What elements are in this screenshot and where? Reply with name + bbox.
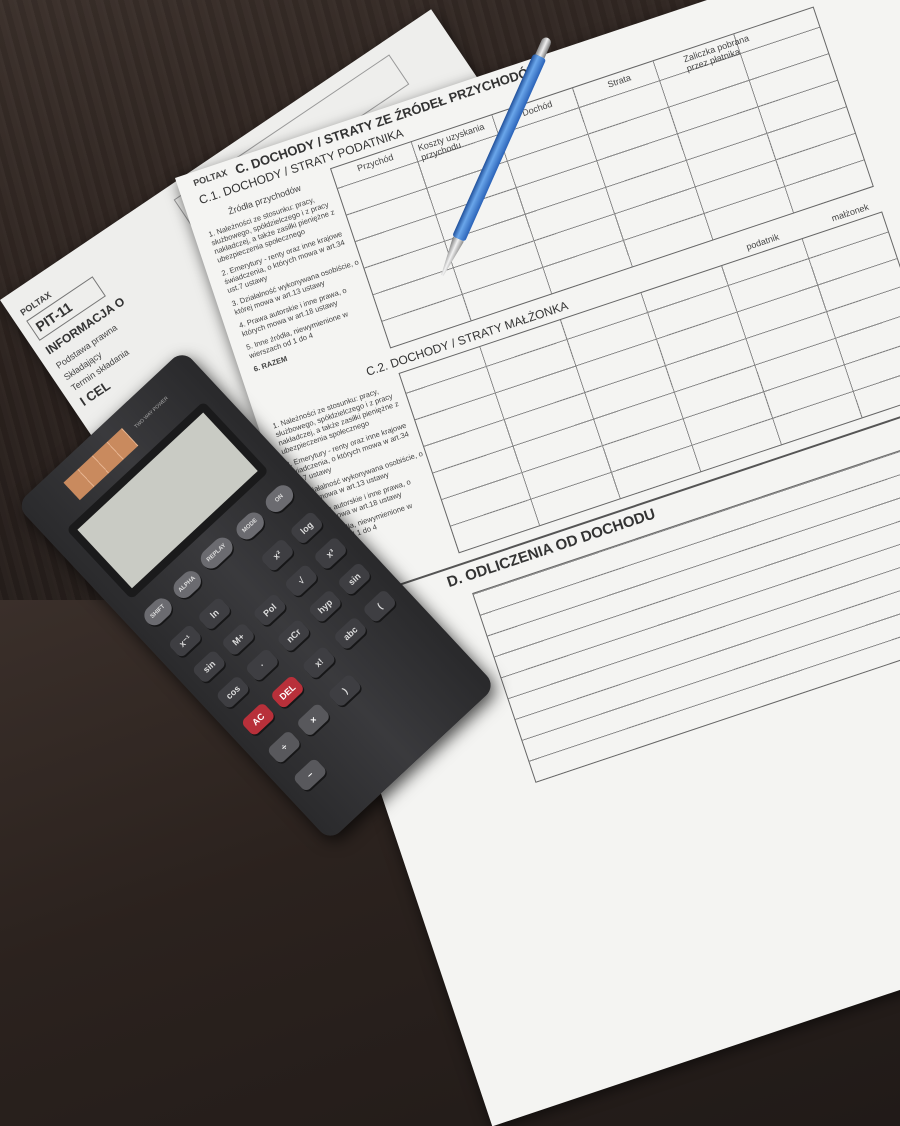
divide-key[interactable]: ÷ bbox=[266, 729, 302, 765]
brand-label: TWO WAY POWER bbox=[133, 395, 170, 430]
sin-key-2[interactable]: sin bbox=[336, 561, 373, 597]
sin-key[interactable]: sin bbox=[191, 649, 227, 685]
cube-key[interactable]: x³ bbox=[312, 535, 349, 572]
del-key[interactable]: DEL bbox=[269, 674, 306, 710]
pol-key[interactable]: Pol bbox=[252, 592, 288, 628]
multiply-key[interactable]: × bbox=[295, 702, 332, 738]
minus-key[interactable]: − bbox=[292, 757, 328, 793]
square-key[interactable]: x² bbox=[259, 537, 296, 573]
alpha-key[interactable]: ALPHA bbox=[169, 567, 206, 603]
lcd-screen bbox=[77, 412, 258, 589]
mode-key[interactable]: MODE bbox=[232, 508, 268, 544]
replay-key[interactable]: REPLAY bbox=[196, 533, 237, 573]
close-paren-key[interactable]: ) bbox=[327, 672, 363, 709]
dot-key[interactable]: · bbox=[244, 647, 281, 683]
display-bezel bbox=[66, 401, 270, 600]
hyp-key[interactable]: hyp bbox=[307, 588, 343, 624]
fraction-key[interactable]: abc bbox=[332, 615, 369, 651]
ac-key[interactable]: AC bbox=[240, 701, 277, 737]
ln-key[interactable]: ln bbox=[196, 596, 233, 632]
factorial-key[interactable]: x! bbox=[301, 645, 337, 681]
inverse-key[interactable]: x⁻¹ bbox=[167, 623, 204, 659]
ncr-key[interactable]: nCr bbox=[275, 618, 312, 654]
open-paren-key[interactable]: ( bbox=[361, 588, 398, 624]
log-key[interactable]: log bbox=[288, 510, 325, 546]
m-plus-key[interactable]: M+ bbox=[220, 621, 257, 657]
sqrt-key[interactable]: √ bbox=[283, 563, 320, 599]
on-key[interactable]: ON bbox=[261, 481, 298, 517]
cos-key[interactable]: cos bbox=[215, 674, 251, 710]
